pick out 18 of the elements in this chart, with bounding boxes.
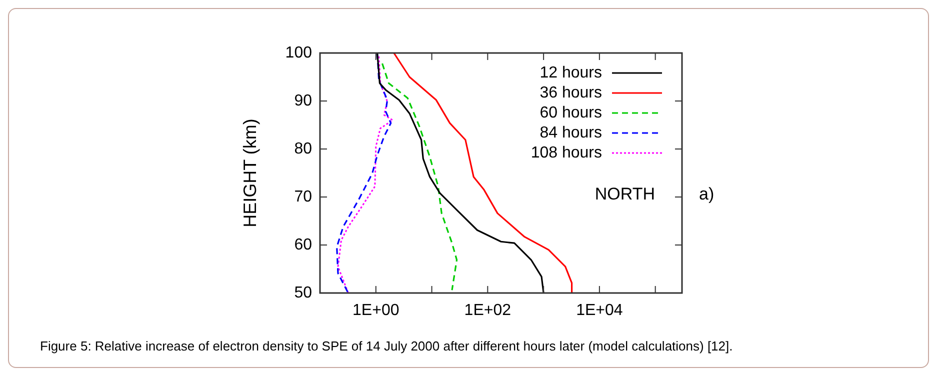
legend-label: 108 hours xyxy=(530,144,602,162)
legend-label: 60 hours xyxy=(540,104,602,122)
legend-label: 84 hours xyxy=(540,124,602,142)
y-tick-label: 80 xyxy=(294,140,312,158)
x-tick-label: 1E+02 xyxy=(464,302,512,320)
y-tick-label: 50 xyxy=(294,284,312,302)
y-tick-label: 70 xyxy=(294,188,312,206)
y-tick-label: 90 xyxy=(294,92,312,110)
y-axis-title: HEIGHT (km) xyxy=(240,118,260,228)
caption: Figure 5: Relative increase of electron density to SPE of 14 July 2000 after different hours later (model calculations) [12]. xyxy=(40,338,733,354)
annotation: NORTH xyxy=(594,184,655,204)
legend-label: 36 hours xyxy=(540,84,602,102)
y-tick-label: 60 xyxy=(294,236,312,254)
legend-label: 12 hours xyxy=(540,64,602,82)
y-tick-label: 100 xyxy=(285,44,312,62)
x-tick-label: 1E+04 xyxy=(576,302,623,320)
text: a) xyxy=(699,184,714,204)
x-tick-label: 1E+00 xyxy=(352,302,400,320)
